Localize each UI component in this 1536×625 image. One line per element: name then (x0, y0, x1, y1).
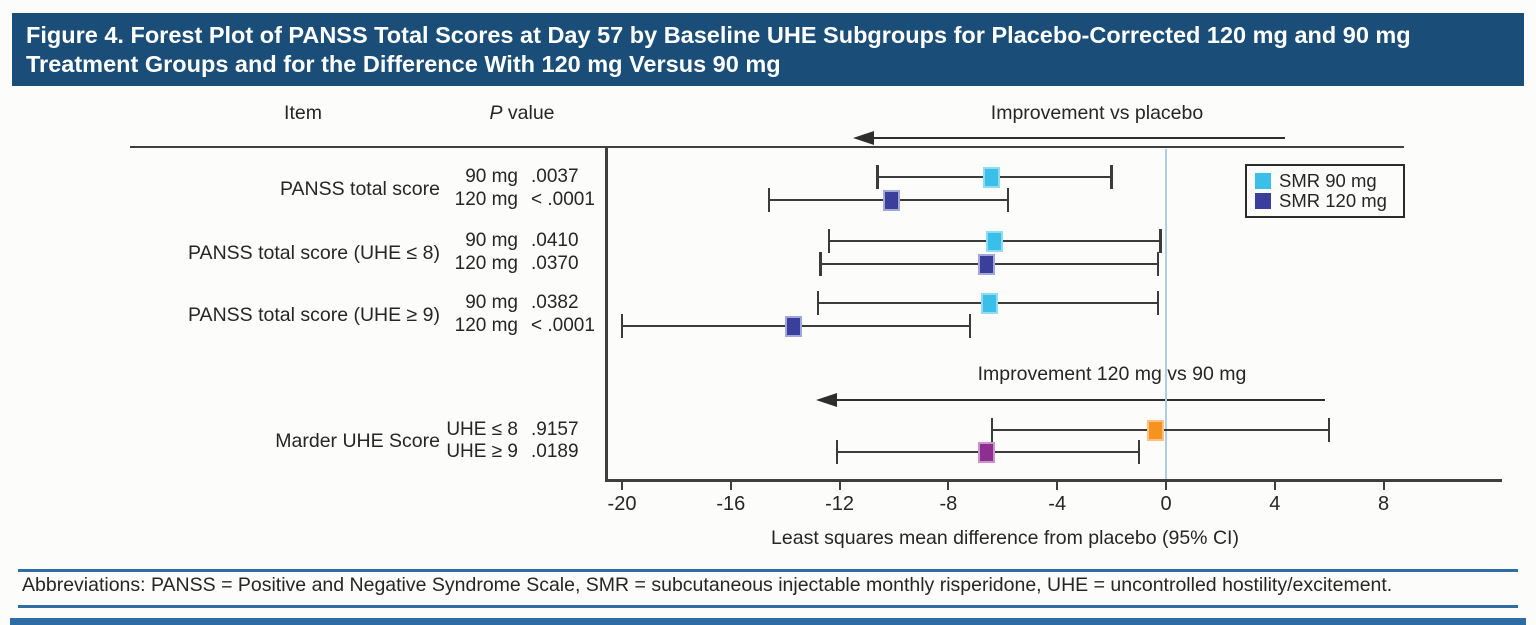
x-axis-tick (1273, 481, 1276, 490)
legend-label-smr-90: SMR 90 mg (1279, 170, 1377, 191)
x-axis-tick-label: -8 (939, 493, 958, 515)
abbreviations-footnote: Abbreviations: PANSS = Positive and Nega… (22, 574, 1393, 596)
row-dose-label: 90 mg (465, 230, 518, 251)
row-p-value: < .0001 (531, 315, 595, 336)
point-estimate-marker (986, 230, 1004, 252)
x-axis-tick (1165, 481, 1167, 490)
p-value-rest: value (507, 102, 555, 124)
ci-cap-high (1137, 440, 1140, 464)
footer-top-rule (18, 569, 1518, 572)
point-estimate-marker (977, 253, 995, 275)
figure-title-bar: Figure 4. Forest Plot of PANSS Total Sco… (12, 13, 1524, 86)
row-dose-label: 120 mg (454, 253, 518, 274)
legend: SMR 90 mg SMR 120 mg (1245, 164, 1405, 218)
point-estimate-marker (980, 292, 998, 314)
ci-cap-low (827, 229, 830, 253)
row-dose-label: UHE ≤ 8 (446, 419, 518, 440)
ci-cap-high (1159, 229, 1162, 253)
ci-cap-low (835, 440, 839, 464)
annotation-improvement-vs-placebo: Improvement vs placebo (990, 102, 1204, 124)
point-estimate-marker (1146, 419, 1164, 441)
row-dose-label: 120 mg (454, 189, 518, 210)
row-p-value: .0037 (531, 166, 579, 187)
ci-cap-low (620, 314, 624, 338)
x-axis-tick (1382, 481, 1385, 490)
x-axis-tick-label: 8 (1378, 493, 1390, 515)
plot-left-frame-line (605, 147, 608, 481)
x-axis-tick-label: 0 (1160, 493, 1172, 515)
x-axis-tick (947, 481, 950, 490)
x-axis-tick (729, 481, 732, 490)
row-item-label: Marder UHE Score (275, 430, 440, 452)
x-axis-tick (1056, 481, 1059, 490)
ci-cap-low (767, 188, 771, 212)
column-header-item: Item (284, 102, 322, 124)
ci-cap-high (1156, 252, 1160, 276)
bottom-blue-band (10, 618, 1526, 625)
left-arrow-line-placebo (868, 137, 1285, 140)
header-separator-rule (130, 146, 1404, 148)
annotation-improvement-120-vs-90: Improvement 120 mg vs 90 mg (977, 363, 1247, 385)
row-dose-label: 90 mg (465, 166, 518, 187)
left-arrow-line-120v90 (831, 399, 1325, 402)
footer-bottom-rule (18, 605, 1518, 608)
left-arrow-head-icon (853, 131, 874, 145)
ci-cap-low (819, 252, 822, 276)
row-p-value: .0370 (531, 253, 579, 274)
ci-cap-low (876, 165, 879, 189)
figure-title: Figure 4. Forest Plot of PANSS Total Sco… (26, 22, 1411, 77)
ci-cap-high (1156, 291, 1160, 315)
row-item-label: PANSS total score (279, 177, 440, 200)
point-estimate-marker (882, 189, 900, 211)
legend-swatch-smr-90 (1255, 173, 1271, 189)
point-estimate-marker (784, 315, 802, 337)
legend-entry-smr-90: SMR 90 mg (1255, 171, 1395, 191)
legend-entry-smr-120: SMR 120 mg (1255, 191, 1395, 211)
x-axis-tick-label: -12 (825, 493, 855, 515)
row-dose-label: UHE ≥ 9 (446, 441, 518, 462)
row-p-value: .0189 (531, 441, 579, 462)
point-estimate-marker (977, 441, 995, 463)
x-axis-title: Least squares mean difference from place… (771, 527, 1239, 549)
row-p-value: < .0001 (531, 189, 595, 210)
row-dose-label: 120 mg (454, 315, 518, 336)
left-arrow-head-icon (816, 393, 837, 407)
x-axis-line (605, 479, 1502, 482)
x-axis-tick (838, 481, 841, 490)
p-value-italic-p: P (489, 102, 503, 124)
column-header-p-value: P value (422, 102, 622, 125)
ci-cap-high (1328, 418, 1331, 442)
ci-cap-high (968, 314, 972, 338)
ci-cap-low (990, 418, 994, 442)
legend-swatch-smr-120 (1255, 193, 1271, 209)
row-p-value: .0382 (531, 292, 579, 313)
x-axis-tick (621, 481, 623, 490)
row-p-value: .0410 (531, 230, 579, 251)
ci-cap-high (1110, 165, 1113, 189)
x-axis-tick-label: 4 (1269, 493, 1281, 515)
x-axis-tick-label: -4 (1048, 493, 1067, 515)
row-item-label: PANSS total score (UHE ≤ 8) (188, 241, 440, 264)
row-dose-label: 90 mg (465, 292, 518, 313)
legend-label-smr-120: SMR 120 mg (1279, 190, 1387, 211)
ci-cap-low (816, 291, 820, 315)
x-axis-tick-label: -20 (607, 493, 637, 515)
zero-reference-line (1165, 149, 1167, 479)
row-item-label: PANSS total score (UHE ≥ 9) (188, 303, 440, 326)
ci-cap-high (1007, 188, 1010, 212)
row-p-value: .9157 (531, 419, 579, 440)
x-axis-tick-label: -16 (716, 493, 746, 515)
point-estimate-marker (983, 166, 1001, 188)
